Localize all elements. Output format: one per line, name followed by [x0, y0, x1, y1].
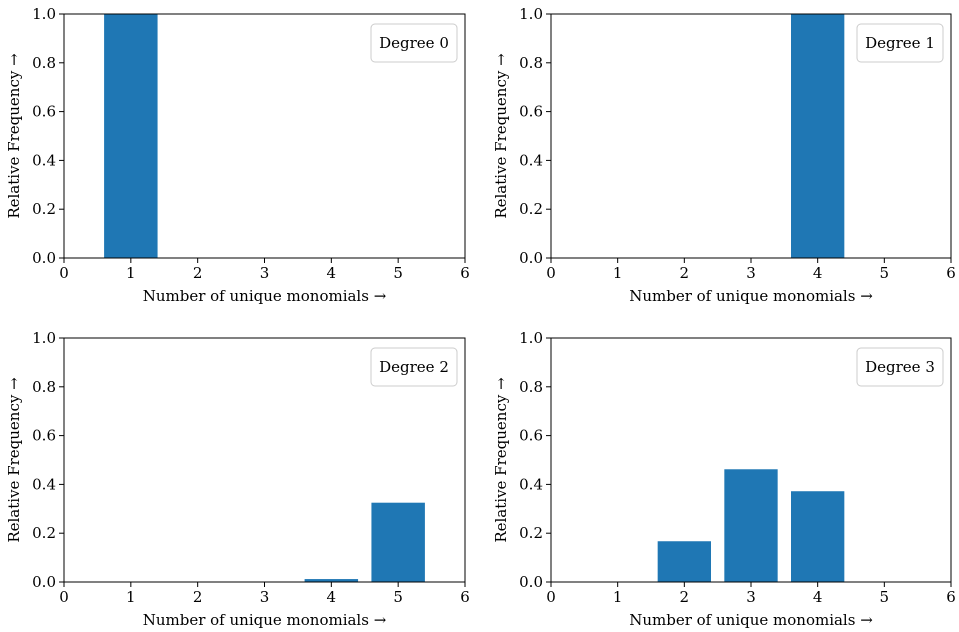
legend-box [370, 347, 458, 387]
x-tick-label: 3 [260, 588, 270, 606]
y-tick-label: 0.0 [32, 573, 56, 591]
bar-x2 [657, 541, 711, 582]
x-tick-label: 3 [746, 588, 756, 606]
y-tick-label: 1.0 [519, 329, 543, 347]
x-tick-label: 2 [680, 588, 690, 606]
y-axis-label: Relative Frequency → [492, 53, 510, 219]
x-tick-label: 0 [59, 264, 69, 282]
x-tick-label: 3 [260, 264, 270, 282]
y-tick-label: 0.4 [519, 475, 543, 493]
x-axis-label: Number of unique monomials → [629, 611, 873, 629]
x-tick-label: 6 [946, 264, 956, 282]
x-axis-label: Number of unique monomials → [143, 611, 387, 629]
x-tick-label: 1 [613, 588, 623, 606]
x-tick-label: 2 [680, 264, 690, 282]
y-tick-label: 0.4 [32, 151, 56, 169]
x-tick-label: 4 [327, 264, 337, 282]
bar-x4 [791, 14, 845, 258]
y-tick-label: 0.8 [32, 378, 56, 396]
y-axis-label: Relative Frequency → [5, 377, 23, 543]
x-tick-label: 3 [746, 264, 756, 282]
y-tick-label: 0.8 [519, 378, 543, 396]
legend-label: Degree 1 [865, 34, 935, 52]
legend-box [856, 23, 944, 63]
x-axis-label: Number of unique monomials → [629, 287, 873, 305]
bar-x3 [724, 469, 778, 582]
y-tick-label: 1.0 [32, 5, 56, 23]
bar-x5 [371, 502, 425, 582]
x-tick-label: 5 [880, 264, 890, 282]
x-tick-label: 0 [546, 588, 556, 606]
y-tick-label: 0.8 [32, 54, 56, 72]
legend: Degree 0 [370, 23, 458, 63]
legend: Degree 2 [370, 347, 458, 387]
y-tick-label: 0.0 [32, 249, 56, 267]
subplot-3: 0 1 2 3 4 5 6 0.0 0.2 0.4 0.6 0.8 1.0 Number of uniqu… [5, 329, 470, 629]
x-tick-label: 2 [193, 588, 203, 606]
legend-label: Degree 0 [379, 34, 449, 52]
y-tick-label: 1.0 [32, 329, 56, 347]
x-tick-label: 1 [126, 588, 136, 606]
y-axis-label: Relative Frequency → [492, 377, 510, 543]
x-tick-label: 1 [613, 264, 623, 282]
y-tick-label: 0.6 [519, 427, 543, 445]
y-tick-label: 0.6 [32, 427, 56, 445]
x-tick-label: 5 [880, 588, 890, 606]
x-tick-label: 2 [193, 264, 203, 282]
y-tick-label: 0.2 [32, 524, 56, 542]
legend: Degree 3 [856, 347, 944, 387]
x-tick-label: 4 [813, 264, 823, 282]
y-tick-label: 0.0 [519, 573, 543, 591]
legend-box [370, 23, 458, 63]
y-tick-label: 0.8 [519, 54, 543, 72]
legend-label: Degree 2 [379, 358, 449, 376]
legend-label: Degree 3 [865, 358, 935, 376]
bar-x4 [304, 579, 359, 582]
x-tick-label: 6 [460, 264, 470, 282]
legend-box [856, 347, 944, 387]
x-tick-label: 6 [460, 588, 470, 606]
y-tick-label: 0.6 [519, 103, 543, 121]
x-tick-label: 0 [546, 264, 556, 282]
x-tick-label: 1 [126, 264, 136, 282]
x-tick-label: 5 [393, 588, 403, 606]
x-axis-label: Number of unique monomials → [143, 287, 387, 305]
x-tick-label: 0 [59, 588, 69, 606]
y-tick-label: 0.4 [519, 151, 543, 169]
x-tick-label: 5 [393, 264, 403, 282]
subplot-2: 0 1 2 3 4 5 6 0.0 0.2 0.4 0.6 0.8 1.0 Number of uniqu… [492, 5, 956, 305]
y-axis-label: Relative Frequency → [5, 53, 23, 219]
y-tick-label: 0.4 [32, 475, 56, 493]
x-tick-label: 6 [946, 588, 956, 606]
y-tick-label: 0.0 [519, 249, 543, 267]
y-tick-label: 0.2 [519, 524, 543, 542]
x-tick-label: 4 [327, 588, 337, 606]
subplot-4: 0 1 2 3 4 5 6 0.0 0.2 0.4 0.6 0.8 1.0 Number of uniqu… [492, 329, 956, 629]
bar-x1 [104, 14, 158, 258]
y-tick-label: 0.2 [519, 200, 543, 218]
y-tick-label: 1.0 [519, 5, 543, 23]
subplot-1: 0 1 2 3 4 5 6 0.0 0.2 0.4 0.6 0.8 1.0 Number of uniqu… [5, 5, 470, 305]
y-tick-label: 0.2 [32, 200, 56, 218]
x-tick-label: 4 [813, 588, 823, 606]
bar-x4 [791, 491, 845, 582]
y-tick-label: 0.6 [32, 103, 56, 121]
legend: Degree 1 [856, 23, 944, 63]
